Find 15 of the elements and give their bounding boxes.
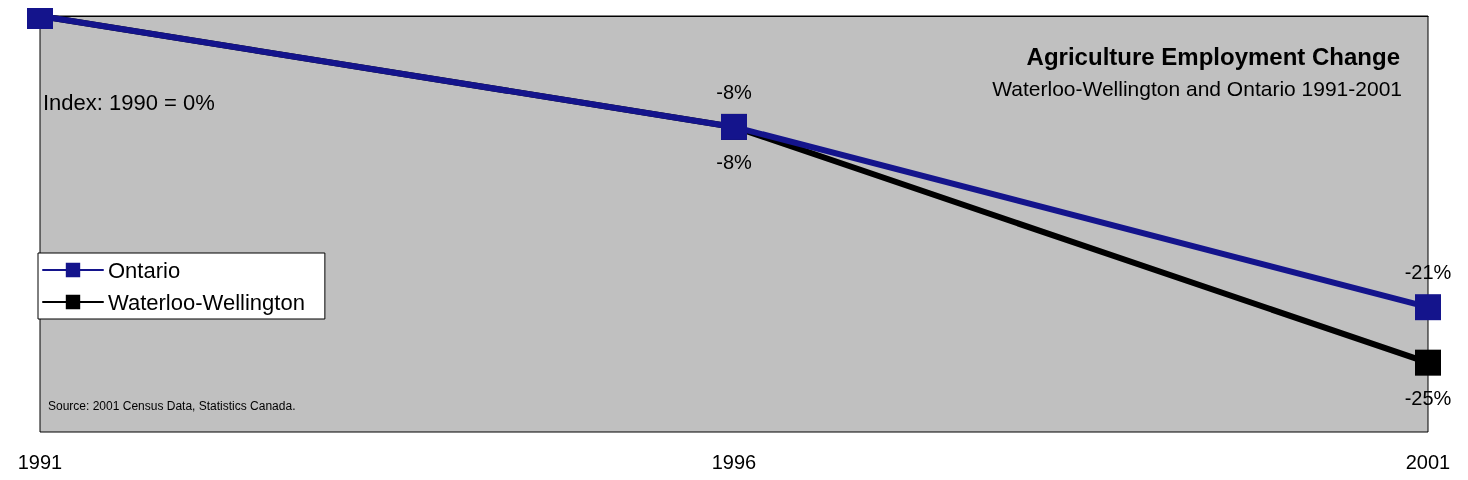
data-label: -8% xyxy=(716,80,752,103)
annotation: Source: 2001 Census Data, Statistics Canada. xyxy=(48,399,296,413)
legend-label: Waterloo-Wellington xyxy=(108,289,305,315)
text: Agriculture Employment Change xyxy=(1026,42,1401,70)
x-tick-label: 2001 xyxy=(1405,451,1451,473)
legend-label: Ontario xyxy=(108,257,181,283)
data-label: -8% xyxy=(716,150,752,173)
point xyxy=(1415,349,1441,376)
data-label: -21% xyxy=(1404,261,1452,284)
text: Waterloo-Wellington and Ontario 1991-2001 xyxy=(992,77,1402,100)
data-label: -25% xyxy=(1404,386,1452,409)
point xyxy=(1415,294,1441,321)
x-tick-label: 1991 xyxy=(17,451,63,473)
annotation: Index: 1990 = 0% xyxy=(43,89,215,115)
x-tick-label: 1996 xyxy=(711,451,757,473)
